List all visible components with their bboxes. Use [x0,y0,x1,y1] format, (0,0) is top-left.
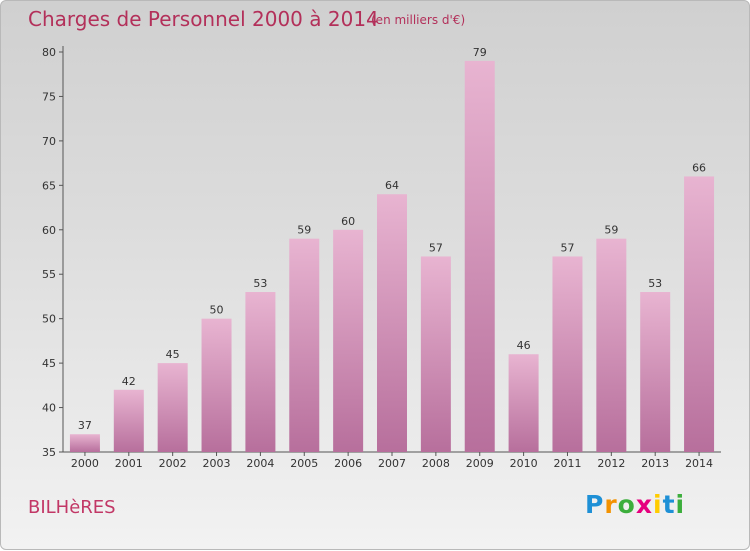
data-label: 37 [78,419,92,432]
data-label: 57 [429,241,443,254]
data-label: 66 [692,161,706,174]
bar [201,318,232,452]
x-tick-label: 2002 [159,457,187,470]
y-tick-label: 50 [42,313,56,326]
bar [157,363,188,452]
data-label: 53 [648,277,662,290]
bar [420,256,451,452]
bar [113,389,144,452]
data-label: 59 [297,224,311,237]
x-tick-label: 2000 [71,457,99,470]
logo-letter: i [675,490,686,519]
x-tick-label: 2003 [203,457,231,470]
bar [640,292,671,452]
y-tick-label: 45 [42,357,56,370]
x-tick-label: 2004 [246,457,274,470]
data-label: 45 [166,348,180,361]
logo-letter: r [604,490,618,519]
data-label: 53 [253,277,267,290]
bar [333,229,364,452]
logo-letter: x [635,490,653,519]
data-label: 60 [341,215,355,228]
data-label: 79 [473,46,487,59]
y-tick-label: 40 [42,402,56,415]
x-tick-label: 2013 [641,457,669,470]
bar [596,238,627,452]
bar [684,176,715,452]
chart-title: Charges de Personnel 2000 à 2014 [28,7,379,31]
bar [377,194,407,452]
logo-letter: t [662,490,676,519]
bar [552,256,583,452]
y-tick-label: 70 [42,135,56,148]
x-tick-label: 2014 [685,457,713,470]
x-tick-label: 2006 [334,457,362,470]
x-tick-label: 2007 [378,457,406,470]
commune-name: BILHèRES [28,497,116,518]
data-label: 59 [604,224,618,237]
y-tick-label: 35 [42,446,56,459]
proxiti-logo[interactable]: Proxiti [585,490,685,519]
bar [464,60,495,453]
data-label: 42 [122,375,136,388]
bar [289,238,320,452]
x-tick-label: 2005 [290,457,318,470]
x-tick-label: 2009 [466,457,494,470]
y-tick-label: 60 [42,224,56,237]
data-label: 64 [385,179,399,192]
y-tick-label: 80 [42,46,56,59]
y-tick-label: 65 [42,179,56,192]
logo-letter: i [653,490,663,519]
data-label: 46 [517,339,531,352]
bar [245,292,276,452]
logo-letter: o [617,490,636,519]
y-tick-label: 75 [42,90,56,103]
logo-letter: P [585,490,605,519]
chart-subtitle: (en milliers d'€) [371,13,466,27]
bar [508,354,539,452]
x-tick-label: 2010 [510,457,538,470]
data-label: 50 [210,304,224,317]
x-tick-label: 2008 [422,457,450,470]
x-tick-label: 2012 [597,457,625,470]
bar [69,434,100,452]
x-tick-label: 2011 [553,457,581,470]
x-tick-label: 2001 [115,457,143,470]
y-tick-label: 55 [42,268,56,281]
data-label: 57 [560,241,574,254]
